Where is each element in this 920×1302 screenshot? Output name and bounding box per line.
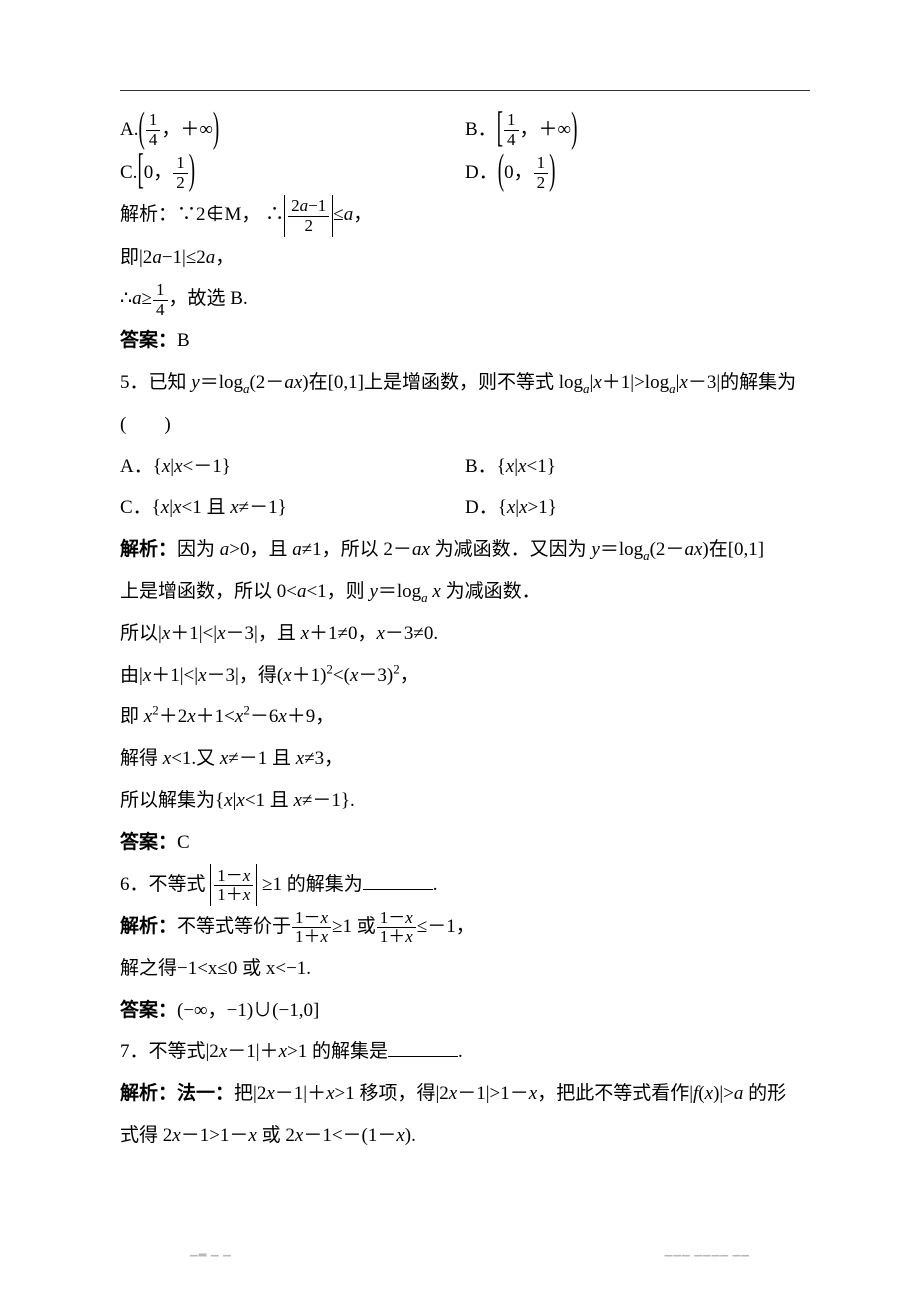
document-page: A.(14，＋∞) B．[14，＋∞) C.[0，12) D．(0，12) 解析… (0, 0, 920, 1302)
q5-option-d: D．{x|x>1} (465, 487, 810, 529)
answer-label: 答案： (120, 832, 177, 853)
q6-answer-value: (−∞，−1)∪(−1,0] (177, 1000, 319, 1021)
q5-options-row2: C．{x|x<1 且 x≠－1} D．{x|x>1} (120, 487, 810, 529)
q7-prompt: 7．不等式|2x－1|＋x>1 的解集是. (120, 1031, 810, 1073)
q5-expl6: 解得 x<1.又 x≠－1 且 x≠3， (120, 738, 810, 780)
q7-expl2: 式得 2x－1>1－x 或 2x－1<－(1－x). (120, 1115, 810, 1157)
q5-expl1: 解析：因为 a>0，且 a≠1，所以 2－ax 为减函数．又因为 y＝loga(… (120, 529, 810, 571)
q5-expl3: 所以|x＋1|<|x－3|，且 x＋1≠0，x－3≠0. (120, 613, 810, 655)
q5-expl2: 上是增函数，所以 0<a<1，则 y＝loga x 为减函数． (120, 571, 810, 613)
q5-expl7: 所以解集为{x|x<1 且 x≠－1}. (120, 780, 810, 822)
q5-option-b: B．{x|x<1} (465, 446, 810, 488)
answer-label: 答案： (120, 330, 177, 351)
q5-expl4: 由|x＋1|<|x－3|，得(x＋1)2<(x－3)2， (120, 655, 810, 697)
q6-prompt-a: 6．不等式 (120, 874, 206, 895)
footer-mark-right: ▁▁▁ ▁▁▁▁ ▁▁ (665, 1246, 750, 1257)
q5-answer-value: C (177, 832, 190, 853)
q6-answer: 答案：(−∞，−1)∪(−1,0] (120, 990, 810, 1032)
q4-option-c: C.[0，12) (120, 152, 465, 195)
q4-explain-line3: ∴a≥14，故选 B. (120, 278, 810, 320)
q5-options-row1: A．{x|x<－1} B．{x|x<1} (120, 446, 810, 488)
q5-option-c: C．{x|x<1 且 x≠－1} (120, 487, 465, 529)
fill-blank (363, 870, 433, 890)
q4-options-row1: A.(14，＋∞) B．[14，＋∞) (120, 109, 810, 152)
q4-option-d: D．(0，12) (465, 152, 810, 195)
q4-explain-line1: 解析：∵2∉M， ∴2a−12≤a， (120, 194, 810, 237)
q7-expl1: 解析：法一：把|2x－1|＋x>1 移项，得|2x－1|>1－x，把此不等式看作… (120, 1073, 810, 1115)
q6-prompt: 6．不等式 1－x1＋x ≥1 的解集为. (120, 864, 810, 907)
q4-explain-line2: 即|2a−1|≤2a， (120, 237, 810, 279)
q4-option-a: A.(14，＋∞) (120, 109, 465, 152)
q5-answer: 答案：C (120, 822, 810, 864)
q4-answer-value: B (177, 330, 190, 351)
answer-label: 答案： (120, 1000, 177, 1021)
q5-option-a: A．{x|x<－1} (120, 446, 465, 488)
q6-expl2: 解之得−1<x≤0 或 x<−1. (120, 948, 810, 990)
footer-mark-left: ▁▂ ▁ ▁ (190, 1246, 232, 1257)
fill-blank (388, 1037, 458, 1057)
q4-options-row2: C.[0，12) D．(0，12) (120, 152, 810, 195)
q6-prompt-b: ≥1 的解集为 (262, 874, 363, 895)
q5-prompt: 5．已知 y＝loga(2－ax)在[0,1]上是增函数，则不等式 loga|x… (120, 362, 810, 446)
q4-answer: 答案：B (120, 320, 810, 362)
q5-expl5: 即 x2＋2x＋1<x2－6x＋9， (120, 696, 810, 738)
q4-option-b: B．[14，＋∞) (465, 109, 810, 152)
q6-expl1: 解析：不等式等价于1－x1＋x≥1 或1－x1＋x≤－1， (120, 906, 810, 948)
header-rule (120, 90, 810, 91)
